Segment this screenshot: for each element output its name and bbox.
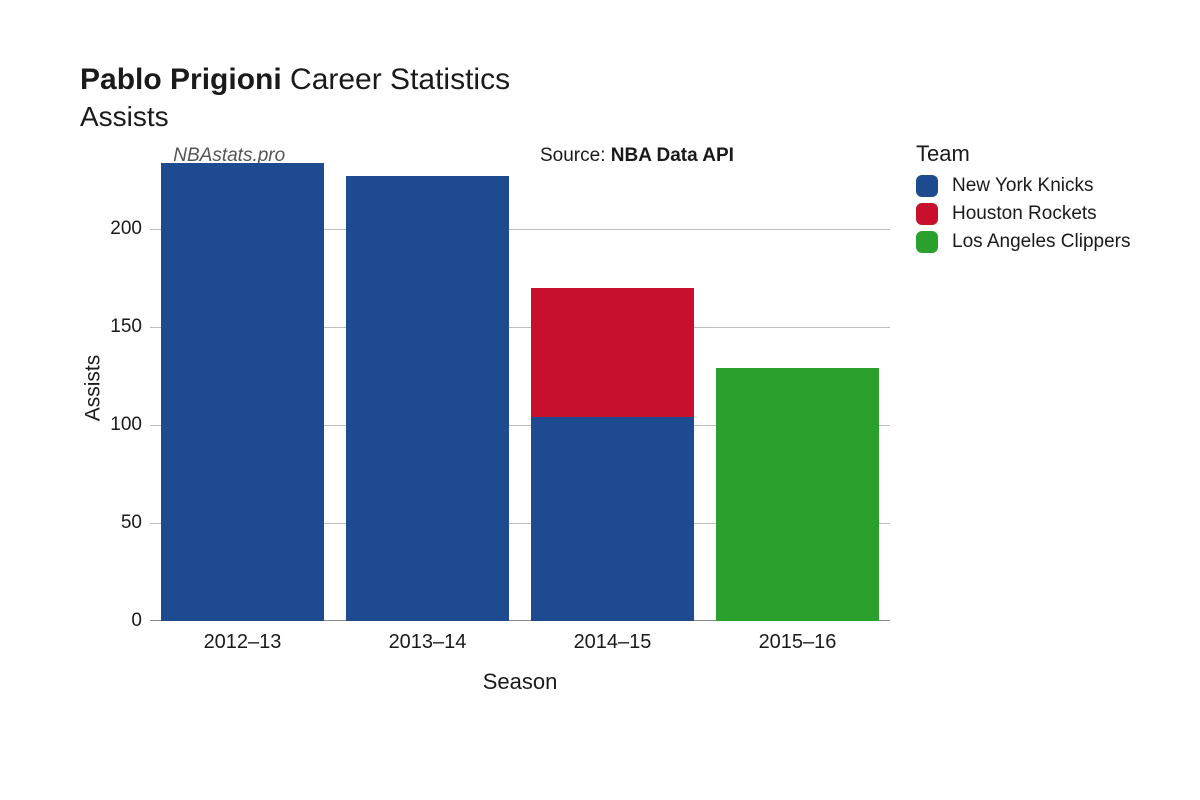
chart-subtitle: Assists <box>80 101 1160 133</box>
x-tick-label: 2015–16 <box>759 631 837 654</box>
legend-item: Houston Rockets <box>916 203 1131 225</box>
legend-swatch <box>916 203 938 225</box>
legend-title: Team <box>916 141 1131 167</box>
legend-label: Los Angeles Clippers <box>952 231 1131 253</box>
chart-container: Pablo Prigioni Career Statistics Assists… <box>0 0 1200 800</box>
legend-label: New York Knicks <box>952 175 1094 197</box>
title-block: Pablo Prigioni Career Statistics Assists <box>80 60 1160 133</box>
legend-item: New York Knicks <box>916 175 1131 197</box>
bar <box>716 368 879 621</box>
bar <box>531 288 694 621</box>
plot-area: NBAstats.pro Source: NBA Data API Season… <box>150 151 890 621</box>
bar-segment <box>531 288 694 417</box>
y-tick-label: 0 <box>90 610 142 632</box>
bar-segment <box>716 368 879 621</box>
legend-swatch <box>916 175 938 197</box>
x-axis-title: Season <box>483 669 558 695</box>
legend-swatch <box>916 231 938 253</box>
legend-item: Los Angeles Clippers <box>916 231 1131 253</box>
y-axis-title: Assists <box>81 355 105 422</box>
chart-region: 050100150200 Assists NBAstats.pro Source… <box>80 151 1160 711</box>
y-tick-label: 200 <box>90 218 142 240</box>
legend-label: Houston Rockets <box>952 203 1097 225</box>
bar <box>161 163 324 621</box>
bar-segment <box>346 176 509 621</box>
x-tick-label: 2014–15 <box>574 631 652 654</box>
legend: Team New York Knicks Houston Rockets Los A… <box>916 141 1131 711</box>
bar-segment <box>531 417 694 621</box>
x-tick-label: 2012–13 <box>204 631 282 654</box>
bar-segment <box>161 163 324 621</box>
y-tick-label: 50 <box>90 512 142 534</box>
source-text: Source: NBA Data API <box>540 145 734 167</box>
source-name: NBA Data API <box>611 145 734 166</box>
plot-wrap: 050100150200 Assists NBAstats.pro Source… <box>80 151 890 711</box>
title-normal: Career Statistics <box>282 63 510 96</box>
chart-title: Pablo Prigioni Career Statistics <box>80 60 1160 99</box>
source-prefix: Source: <box>540 145 611 166</box>
y-tick-label: 150 <box>90 316 142 338</box>
title-bold: Pablo Prigioni <box>80 63 282 96</box>
bar <box>346 176 509 621</box>
x-tick-label: 2013–14 <box>389 631 467 654</box>
